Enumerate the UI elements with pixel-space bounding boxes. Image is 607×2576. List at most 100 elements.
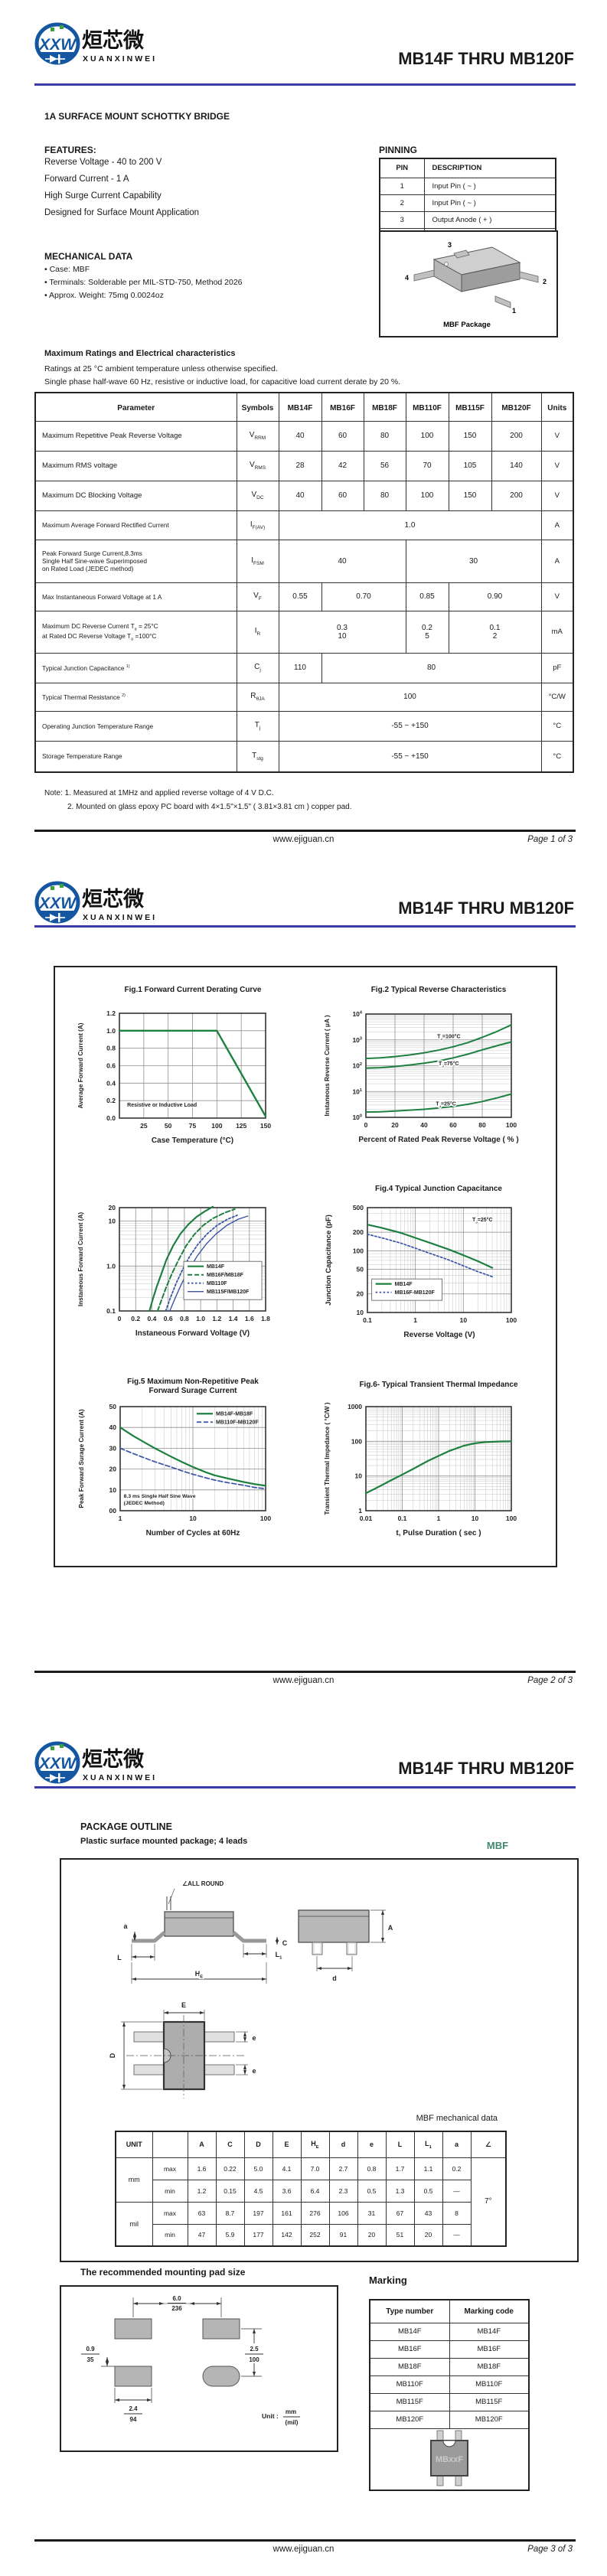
marking-chip-cell: MBxxF: [369, 2428, 530, 2490]
mech-value: 5.9: [215, 2223, 245, 2247]
fig5-xtick: 100: [260, 1515, 271, 1522]
package-caption: MBF Package: [443, 321, 491, 329]
mech-kind: max: [152, 2201, 188, 2225]
fig3-xtick: 1.4: [229, 1315, 238, 1322]
marking-row-1: MB14F MB14F: [369, 2322, 530, 2341]
svg-text:0.9: 0.9: [86, 2346, 95, 2353]
mech-header: HE: [300, 2131, 330, 2158]
ratings-unit: V: [540, 480, 574, 511]
ratings-unit: V: [540, 450, 574, 481]
svg-text:6.0: 6.0: [172, 2295, 181, 2302]
ratings-value: 80: [321, 652, 542, 683]
ratings-value: 30: [405, 539, 542, 583]
fig1-xtick: 75: [189, 1122, 197, 1130]
ratings-value: 80: [363, 420, 406, 452]
fig3-xtick: 1.6: [245, 1315, 254, 1322]
ratings-value: 70: [405, 450, 449, 481]
mech-value: 177: [243, 2223, 273, 2247]
fig4-ytick: 200: [353, 1228, 364, 1236]
fig2-svg: 0 20 40 60 80 100 100 101 102 103 104 Percent of Ra…: [324, 1010, 519, 1144]
fig5-ytick: 20: [109, 1466, 117, 1473]
pinning-row-2: 2 Input Pin ( ~ ): [379, 194, 556, 212]
fig2-series-3: [365, 1093, 512, 1114]
fig5-series-2: [119, 1447, 266, 1490]
svg-text:e: e: [252, 2034, 256, 2042]
marking-row-3: MB18F MB18F: [369, 2357, 530, 2376]
header-rule: [34, 83, 576, 86]
mech-row-3: mil max 63 8.7 197 161 276 106 31 67 43 8: [115, 2201, 506, 2247]
mech-value: 8.7: [215, 2201, 245, 2225]
svg-text:d: d: [332, 1974, 337, 1982]
ratings-value: 40: [278, 539, 406, 583]
fig6-xtick: 10: [472, 1515, 479, 1522]
fig4-ytick: 20: [357, 1290, 364, 1298]
fig1-xtick: 150: [260, 1122, 271, 1130]
ratings-value: 80: [363, 480, 406, 511]
mech-value: 106: [328, 2201, 358, 2225]
ratings-value: 140: [491, 450, 542, 481]
footer-site-2: www.ejiguan.cn: [272, 1676, 335, 1685]
outline-title: PACKAGE OUTLINE: [80, 1821, 172, 1832]
svg-text:XXW: XXW: [38, 895, 77, 912]
ratings-unit: pF: [540, 652, 574, 683]
ratings-symbol: Tj: [236, 710, 279, 742]
pinning-row-1: 1 Input Pin ( ~ ): [379, 177, 556, 195]
part-range-title: MB14F THRU MB120F: [398, 898, 574, 918]
header-rule: [34, 1786, 576, 1789]
fig3-chart: 0 0.2 0.4 0.6 0.8 1.0 1.2 1.4 1.6 1.8 0.1 1.0 10 20 In…: [72, 1198, 282, 1355]
ratings-value: 150: [448, 420, 492, 452]
fig4-annotation-1: TJ=25°C: [472, 1217, 493, 1224]
svg-text:烜芯微: 烜芯微: [82, 888, 144, 911]
mech-header: ∠: [470, 2131, 507, 2158]
mech-value: —: [442, 2179, 472, 2203]
ratings-unit: A: [540, 510, 574, 540]
fig4-legend-MB16F-MB120F: MB16F-MB120F: [395, 1290, 436, 1296]
ratings-param: Operating Junction Temperature Range: [34, 710, 237, 742]
fig4-ytick: 10: [357, 1309, 364, 1316]
ratings-value: 56: [363, 450, 406, 481]
fig4-xtick: 100: [506, 1316, 517, 1324]
ratings-value: 40: [278, 420, 322, 452]
footer-page-3: Page 3 of 3: [527, 2545, 573, 2554]
mech-value: 0.5: [357, 2179, 387, 2203]
mechanical-list: • Case: MBF • Terminals: Solderable per M…: [44, 265, 366, 304]
ratings-header-mb16f: MB16F: [321, 392, 364, 422]
ratings-param: Peak Forward Surge Current,8.3ms Single H…: [34, 539, 237, 583]
fig4-ylabel: Junction Capacitance (pF): [325, 1215, 333, 1306]
fig3-xtick: 0.6: [164, 1315, 173, 1322]
svg-text:2.5: 2.5: [250, 2346, 259, 2353]
fig3-xlabel: Instaneous Forward Voltage (V): [135, 1329, 250, 1338]
mech-kind: min: [152, 2179, 188, 2203]
ratings-param: Maximum DC Blocking Voltage: [34, 480, 237, 511]
ratings-value: 100: [405, 480, 449, 511]
svg-text:L: L: [117, 1954, 122, 1961]
svg-text:XXW: XXW: [38, 1755, 77, 1772]
mech-value: 252: [300, 2223, 330, 2247]
svg-text:C: C: [282, 1939, 288, 1947]
fig3-series-2: [156, 1208, 236, 1312]
fig5-title: Fig.5 Maximum Non-Repetitive Peak Forwar…: [127, 1378, 259, 1395]
fig5-ytick: 40: [109, 1423, 117, 1431]
mech-value: 276: [300, 2201, 330, 2225]
fig6-xlabel: t, Pulse Duration ( sec ): [396, 1529, 481, 1537]
fig1-ytick: 0.0: [106, 1114, 116, 1122]
ratings-title: Maximum Ratings and Electrical character…: [44, 349, 236, 358]
ratings-symbol: IFSM: [236, 539, 279, 583]
fig1-svg: 25 50 75 100 125 150 0.0 0.2 0.4 0.6 0.8 1.0 1.2 Case…: [77, 1009, 271, 1145]
fig3-legend-MB16F/MB18F: MB16F/MB18F: [207, 1273, 244, 1278]
fig4-series-1: [366, 1224, 494, 1269]
mechanical-title: MECHANICAL DATA: [44, 251, 133, 262]
fig5-annotation-2: (JEDEC Method): [124, 1501, 165, 1506]
fig3-ytick: 10: [109, 1218, 116, 1225]
mech-header: L1: [413, 2131, 443, 2158]
fig2-ytick: 100: [352, 1114, 362, 1121]
mech-value: 20: [357, 2223, 387, 2247]
ratings-value: 60: [321, 480, 364, 511]
pin-description: Input Pin ( ~ ): [423, 177, 556, 195]
mech-row-2: min 1.2 0.15 4.5 3.6 6.4 2.3 0.5 1.3 0.5—: [116, 2179, 506, 2203]
svg-text:94: 94: [130, 2416, 137, 2423]
marking-chip-drawing: MBxxF: [430, 2430, 468, 2486]
svg-text:HE: HE: [195, 1970, 204, 1980]
mech-header: E: [272, 2131, 302, 2158]
